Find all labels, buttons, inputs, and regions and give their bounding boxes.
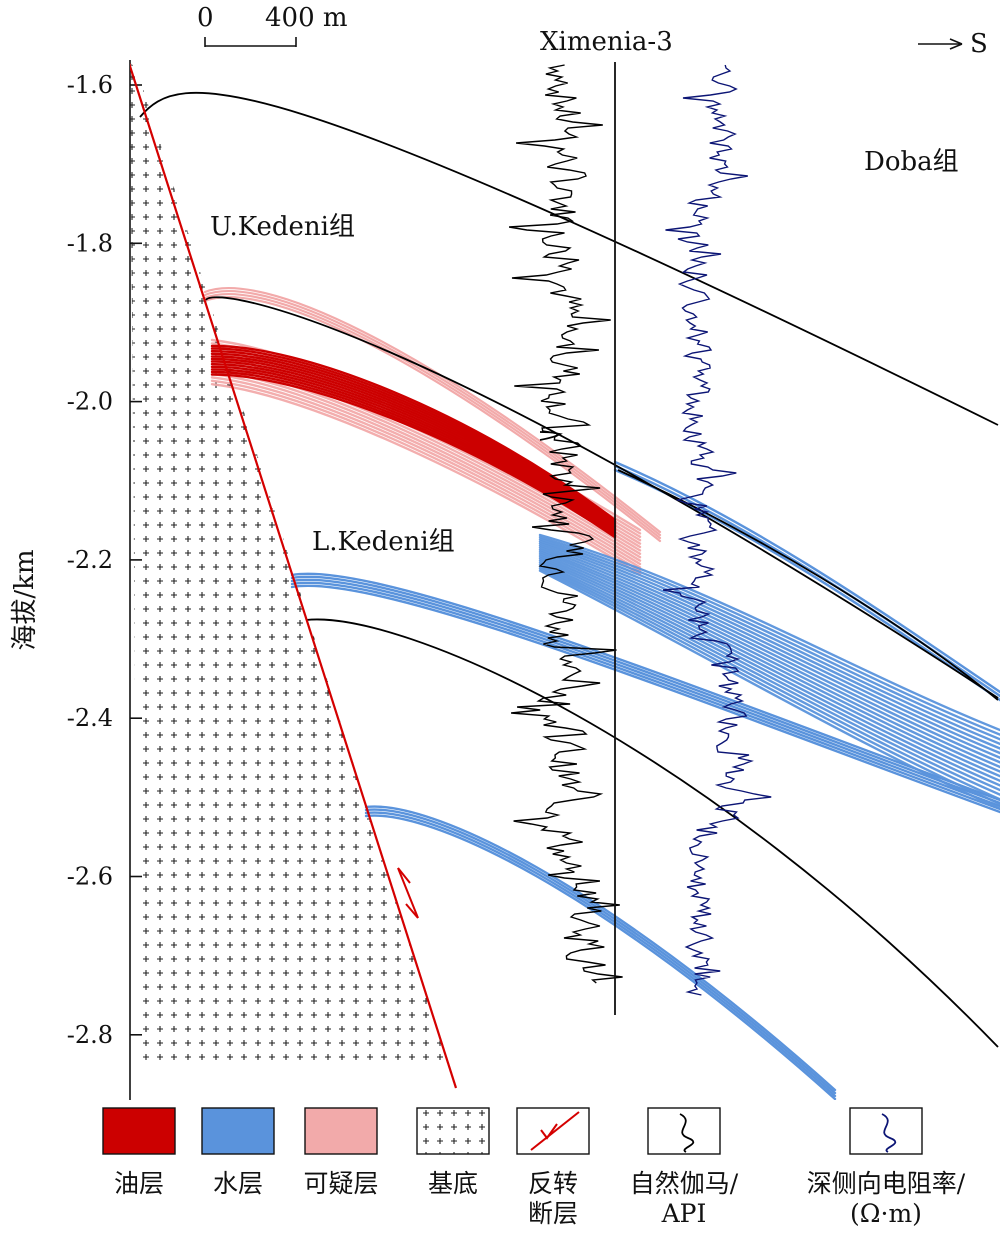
water-layer xyxy=(364,814,837,1100)
oil-layer xyxy=(210,355,617,528)
oil-layer xyxy=(210,362,617,533)
gamma-ray-log-curve xyxy=(508,64,623,984)
direction-indicator: S xyxy=(918,29,988,59)
water-layer xyxy=(290,584,1000,814)
suspect-layer xyxy=(203,290,662,537)
axis-tick-label: -2.8 xyxy=(67,1021,113,1049)
water-layer xyxy=(538,565,1000,801)
legend-item-suspect: 可疑层 xyxy=(303,1107,379,1198)
water-layer xyxy=(538,552,1000,773)
resistivity-log-curve xyxy=(662,64,772,996)
formation-label-doba: Doba组 xyxy=(864,147,959,177)
well-name: Ximenia-3 xyxy=(540,27,673,57)
water-layer xyxy=(290,575,1000,805)
legend-label: 基底 xyxy=(428,1169,478,1198)
legend-item-gamma: 自然伽马/API xyxy=(630,1107,739,1228)
formation-boundary-line xyxy=(305,618,999,1048)
water-layer xyxy=(538,567,1000,806)
legend-item-resistivity: 深侧向电阻率/(Ω·m) xyxy=(807,1107,966,1228)
well-logs xyxy=(508,64,772,996)
formation-boundary-line xyxy=(205,296,999,699)
legend-label: 自然伽马/API xyxy=(630,1169,739,1228)
water-layer xyxy=(538,533,1000,732)
depth-axis: -1.6 -1.8 -2.0 -2.2 -2.4 -2.6 -2.8 海拔/km xyxy=(10,60,142,1100)
water-layer xyxy=(364,808,837,1095)
water-layer xyxy=(538,544,1000,755)
oil-layer xyxy=(210,357,617,529)
water-layer xyxy=(290,572,1000,802)
water-layer xyxy=(538,535,1000,736)
resistivity-log-icon xyxy=(849,1107,923,1155)
oil-layer xyxy=(210,349,617,525)
water-layer xyxy=(538,563,1000,796)
formation-boundary-line xyxy=(139,91,999,426)
legend-label: 深侧向电阻率/(Ω·m) xyxy=(807,1169,966,1228)
suspect-layer xyxy=(210,379,642,572)
oil-layer xyxy=(210,352,617,526)
axis-ylabel: 海拔/km xyxy=(10,549,40,650)
reverse-fault-line xyxy=(130,62,458,1089)
water-layer xyxy=(364,811,837,1098)
suspect-layer xyxy=(210,362,642,555)
water-layer xyxy=(538,550,1000,769)
suspect-layer-swatch xyxy=(304,1107,378,1155)
axis-tick-label: -2.0 xyxy=(67,388,113,416)
water-layer xyxy=(538,559,1000,787)
strata-layers xyxy=(203,287,1000,1100)
legend: 油层 水层 可疑层 基底 反转断层 自然伽马/API 深侧向电阻率/(Ω·m) xyxy=(102,1107,966,1228)
water-layer-swatch xyxy=(201,1107,275,1155)
legend-item-oil: 油层 xyxy=(102,1107,176,1198)
legend-item-basement: 基底 xyxy=(416,1107,490,1198)
formation-boundaries xyxy=(139,91,999,1048)
axis-tick-label: -1.8 xyxy=(67,229,113,257)
legend-item-fault: 反转断层 xyxy=(516,1107,590,1228)
formation-label-upper-kedeni: U.Kedeni组 xyxy=(210,212,355,242)
oil-layer xyxy=(210,344,617,522)
fault-slip-arrow-icon xyxy=(397,867,419,919)
oil-layer xyxy=(210,368,617,536)
water-layer xyxy=(538,542,1000,750)
formation-label-lower-kedeni: L.Kedeni组 xyxy=(312,527,455,557)
scale-bar-start-label: 0 xyxy=(197,3,214,33)
axis-tick-label: -2.6 xyxy=(67,863,113,891)
basement-cross-pattern xyxy=(416,1107,490,1155)
water-layer xyxy=(290,581,1000,811)
legend-label: 可疑层 xyxy=(303,1169,378,1198)
oil-layer xyxy=(210,347,617,523)
legend-label: 反转断层 xyxy=(528,1169,578,1228)
scale-bar-end-label: 400 m xyxy=(265,3,348,33)
suspect-layer xyxy=(210,372,642,566)
oil-layer xyxy=(210,360,617,531)
gamma-log-icon xyxy=(647,1107,721,1155)
scale-bar: 0 400 m xyxy=(197,3,348,47)
water-layer xyxy=(538,556,1000,783)
legend-item-water: 水层 xyxy=(201,1107,275,1198)
water-layer xyxy=(613,460,1000,694)
water-layer xyxy=(290,578,1000,808)
water-layer xyxy=(364,805,837,1092)
legend-label: 水层 xyxy=(213,1169,263,1198)
legend-label: 油层 xyxy=(114,1169,164,1198)
water-layer xyxy=(538,561,1000,792)
axis-tick-label: -2.4 xyxy=(67,704,113,732)
water-layer xyxy=(538,548,1000,764)
water-layer xyxy=(538,540,1000,746)
water-layer xyxy=(538,554,1000,778)
axis-tick-label: -1.6 xyxy=(67,71,113,99)
suspect-layer xyxy=(203,293,662,540)
formation-boundary-line xyxy=(617,469,999,701)
axis-tick-label: -2.2 xyxy=(67,546,113,574)
water-layer xyxy=(538,538,1000,741)
direction-label: S xyxy=(970,29,988,59)
oil-layer-swatch xyxy=(102,1107,176,1155)
oil-layer xyxy=(210,373,617,539)
water-layer xyxy=(538,546,1000,759)
